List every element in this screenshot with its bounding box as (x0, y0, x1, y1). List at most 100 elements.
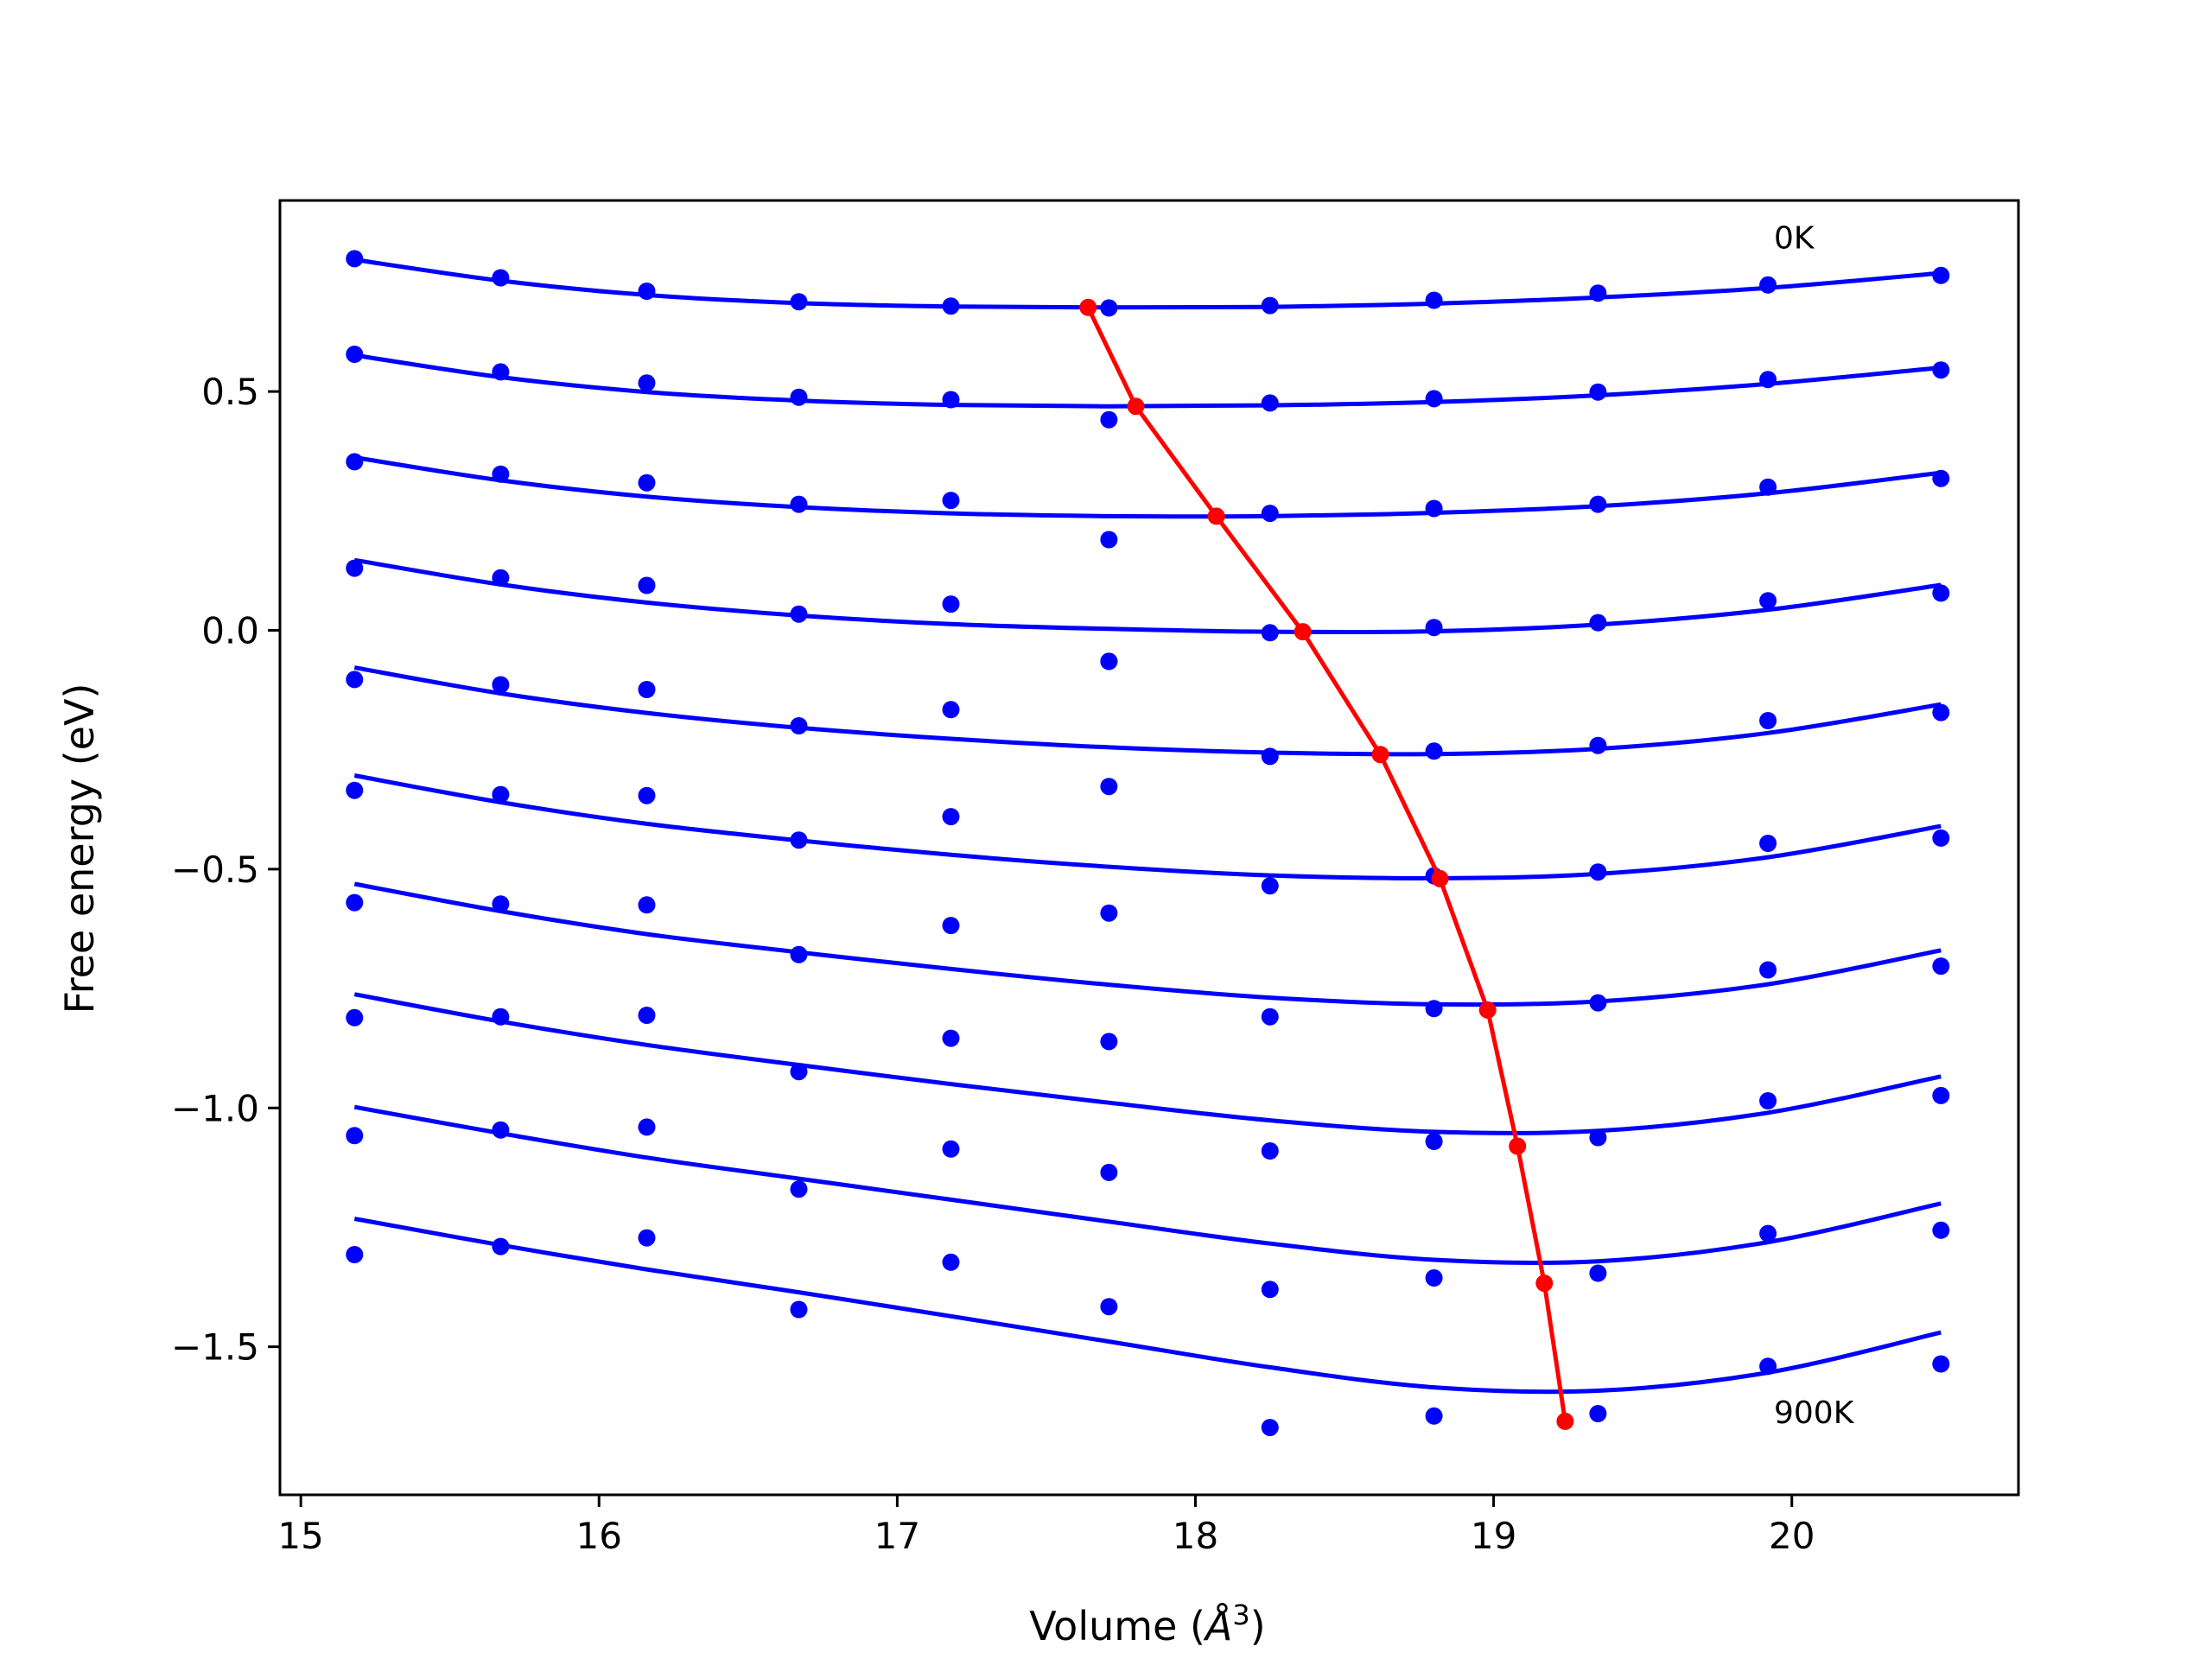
annotations: 0K 900K (1774, 220, 1855, 1431)
data-point (1100, 1033, 1118, 1051)
data-point (790, 1180, 808, 1198)
data-point (942, 808, 960, 826)
data-point (1932, 957, 1950, 976)
data-point (638, 576, 656, 594)
data-point (1261, 877, 1279, 895)
data-point (1589, 613, 1607, 632)
data-point (1932, 584, 1950, 602)
data-point (1425, 390, 1443, 408)
fit-curve-7 (353, 992, 1942, 1135)
data-point (1100, 652, 1118, 671)
data-point (790, 388, 808, 406)
annotation-label: 0K (1774, 220, 1815, 256)
minimum-path-line (1086, 306, 1567, 1422)
data-point (346, 781, 364, 799)
data-point (1589, 994, 1607, 1012)
data-point (1261, 394, 1279, 412)
data-point (638, 896, 656, 914)
y-tick-label: −0.5 (171, 849, 259, 891)
x-tick-label: 18 (1173, 1515, 1218, 1557)
data-point (1932, 829, 1950, 847)
data-point (1425, 1000, 1443, 1018)
x-tick-label: 17 (874, 1515, 920, 1557)
data-point (1425, 1133, 1443, 1150)
data-point (1759, 371, 1777, 389)
data-point (1261, 747, 1279, 766)
data-point (638, 1007, 656, 1024)
x-tick-label: 19 (1471, 1515, 1516, 1557)
x-axis: 15 16 17 18 19 20 (277, 1495, 1815, 1557)
minimum-point (1509, 1137, 1527, 1155)
data-point (638, 681, 656, 698)
data-point (1759, 712, 1777, 729)
data-point (346, 1246, 364, 1263)
minimum-point (1294, 623, 1312, 641)
data-point (790, 293, 808, 311)
minimum-path (1079, 298, 1574, 1430)
data-point (346, 559, 364, 577)
fit-curves (353, 257, 1942, 1395)
data-point (1932, 361, 1950, 379)
data-point (492, 1237, 510, 1255)
data-point (1589, 1264, 1607, 1282)
data-point (942, 1253, 960, 1271)
data-point (1261, 1419, 1279, 1437)
data-point (492, 1007, 510, 1026)
data-point (1100, 531, 1118, 549)
fit-curve-8 (353, 1104, 1942, 1266)
data-point (1589, 863, 1607, 881)
y-axis: 0.5 0.0 −0.5 −1.0 −1.5 (171, 371, 280, 1369)
data-point (1759, 835, 1777, 852)
data-point (942, 297, 960, 315)
data-point (346, 671, 364, 689)
data-point (492, 1121, 510, 1139)
data-point (1100, 410, 1118, 429)
data-point (638, 283, 656, 300)
data-point (1759, 276, 1777, 294)
data-point (1261, 624, 1279, 642)
minimum-point (1207, 507, 1225, 525)
data-point (1261, 1281, 1279, 1299)
data-point (790, 945, 808, 963)
data-point (1261, 1142, 1279, 1160)
annotation-label: 900K (1774, 1395, 1855, 1431)
x-axis-label: Volume (Å3) (1029, 1599, 1265, 1649)
data-point (790, 1300, 808, 1319)
data-point (346, 453, 364, 471)
y-tick-label: −1.5 (171, 1326, 259, 1369)
data-point (1261, 296, 1279, 315)
minimum-point (1079, 298, 1097, 316)
fit-curve-0 (353, 257, 1942, 310)
data-point (1759, 1092, 1777, 1109)
data-point (1932, 1086, 1950, 1104)
data-point (1932, 1221, 1950, 1239)
data-point (1589, 284, 1607, 302)
data-point (346, 893, 364, 912)
data-point (790, 495, 808, 513)
minimum-point (1535, 1274, 1554, 1293)
data-point (638, 474, 656, 492)
data-point (1759, 1224, 1777, 1243)
y-axis-label: Free energy (eV) (56, 683, 103, 1014)
data-point (1100, 778, 1118, 796)
data-point (1589, 1128, 1607, 1147)
data-point (942, 1029, 960, 1047)
data-point (638, 1118, 656, 1136)
y-tick-label: 0.0 (201, 609, 259, 652)
y-tick-label: 0.5 (201, 371, 259, 413)
data-point (1425, 742, 1443, 760)
data-point (942, 917, 960, 935)
plot-frame (278, 199, 2020, 1497)
data-point (492, 569, 510, 587)
data-point (638, 786, 656, 804)
data-point (1932, 469, 1950, 487)
data-point (1100, 1298, 1118, 1316)
data-point (942, 391, 960, 409)
data-point (1589, 1405, 1607, 1422)
data-point (1100, 1163, 1118, 1181)
data-point (492, 676, 510, 694)
data-point (492, 895, 510, 913)
data-point (492, 269, 510, 287)
data-point (346, 1008, 364, 1027)
